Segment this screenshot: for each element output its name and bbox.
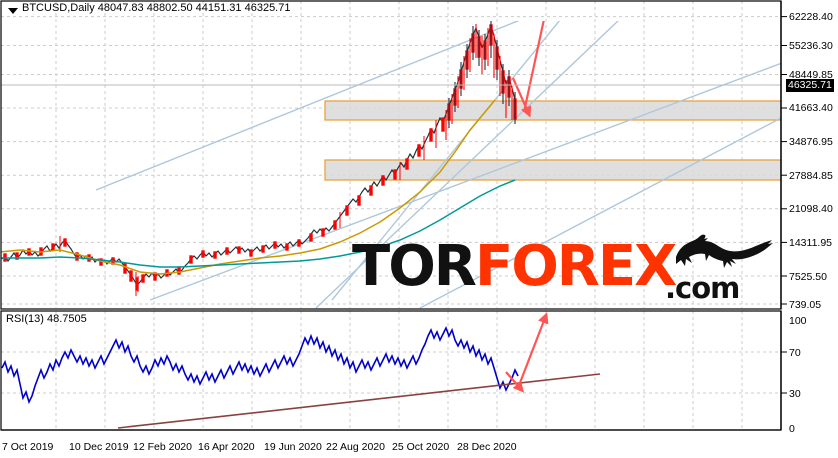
date-axis-label: 7 Oct 2019 — [2, 441, 54, 453]
date-axis-label: 10 Dec 2019 — [69, 441, 129, 453]
channel-aux-line — [331, 21, 561, 301]
lower-resistance-zone — [324, 159, 781, 181]
price-axis-label: 14311.95 — [789, 237, 833, 249]
price-axis-label: 27884.85 — [789, 170, 833, 182]
ascending-channel[interactable] — [95, 0, 790, 309]
price-axis-label: 7525.50 — [789, 271, 827, 283]
channel-upper-line — [95, 21, 520, 191]
rsi-axis-label: 30 — [789, 388, 801, 400]
date-axis-label: 25 Oct 2020 — [392, 441, 450, 453]
date-axis-label: 19 Jun 2020 — [264, 441, 322, 453]
price-axis-label: 739.05 — [789, 299, 822, 311]
current-price-tag: 46325.71 — [786, 79, 834, 92]
rsi-forecast-down-arrow — [505, 371, 525, 393]
rsi-series[interactable] — [1, 326, 519, 405]
rsi-axis-ticks — [781, 351, 787, 394]
upper-resistance-zone — [324, 100, 781, 121]
rsi-axis-label: 100 — [789, 315, 807, 327]
moving-averages[interactable] — [0, 99, 516, 275]
price-axis-label: 55236.30 — [789, 40, 833, 52]
price-axis-label: 21098.40 — [789, 203, 833, 215]
rsi-panel-background — [1, 311, 781, 430]
rsi-panel-frame — [0, 310, 782, 431]
price-axis-ticks — [781, 16, 787, 305]
price-axis-label: 62228.40 — [789, 11, 833, 23]
date-axis-label: 12 Feb 2020 — [133, 441, 192, 453]
forecast-up-arrow — [522, 21, 545, 113]
rsi-line — [1, 326, 519, 405]
rsi-axis-label: 70 — [789, 347, 801, 359]
ma-slow-line — [1, 179, 516, 268]
rsi-grid — [1, 311, 781, 430]
date-axis-label: 16 Apr 2020 — [198, 441, 255, 453]
date-axis-label: 22 Aug 2020 — [326, 441, 385, 453]
rsi-forecast-up-arrow — [516, 312, 549, 389]
price-axis-label: 41663.40 — [789, 102, 833, 114]
price-forecast-arrows[interactable] — [511, 10, 546, 118]
price-panel-frame — [0, 0, 782, 310]
rsi-axis-label: 0 — [789, 423, 795, 435]
channel-aux-line-2 — [419, 117, 781, 309]
ma-fast-line — [1, 99, 496, 275]
rsi-annotations[interactable] — [117, 312, 601, 429]
date-axis-label: 28 Dec 2020 — [457, 441, 517, 453]
channel-mid-line — [315, 21, 619, 309]
chevron-down-icon[interactable] — [8, 8, 18, 14]
price-axis-label: 48449.85 — [789, 69, 833, 81]
price-axis-label: 34876.95 — [789, 136, 833, 148]
channel-lower-line — [149, 62, 781, 301]
